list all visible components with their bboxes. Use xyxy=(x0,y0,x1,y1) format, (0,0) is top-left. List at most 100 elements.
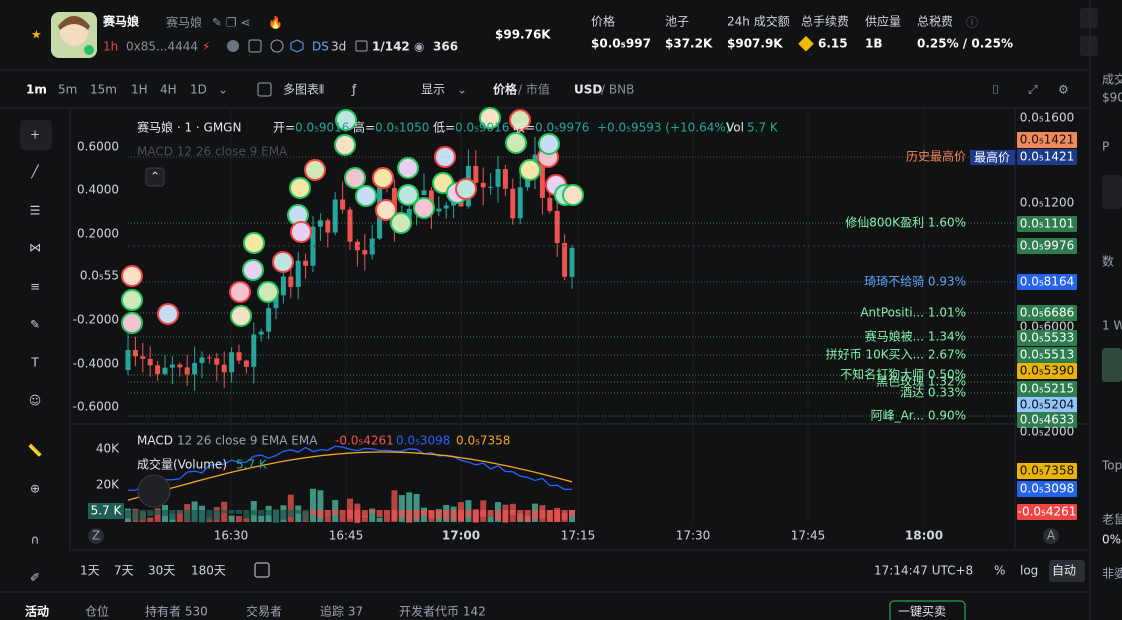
scroll-button[interactable] xyxy=(137,474,171,508)
token-address[interactable]: 0x85...4444 xyxy=(126,40,198,54)
tool-icon[interactable]: ☰ xyxy=(30,204,41,218)
tool-icon[interactable]: ╱ xyxy=(30,164,39,179)
icons[interactable]: ✎ ❐ ⋖ xyxy=(212,16,251,30)
tab[interactable]: 开发者代币 142 xyxy=(399,604,486,619)
trader-avatar[interactable] xyxy=(344,167,366,189)
tab[interactable]: 活动 xyxy=(25,604,49,619)
quote-toggle[interactable]: USD xyxy=(574,83,602,97)
trader-avatar[interactable] xyxy=(230,305,252,327)
ohlc-label: 开= xyxy=(273,121,295,135)
interval[interactable]: 15m xyxy=(90,83,117,97)
settings-icon[interactable]: ⚙ xyxy=(1058,83,1069,97)
multi-chart[interactable]: 多图表 xyxy=(283,83,319,97)
range[interactable]: 7天 xyxy=(114,564,134,578)
range[interactable]: 1天 xyxy=(80,564,100,578)
trader-avatar[interactable] xyxy=(229,281,251,303)
mcap-toggle[interactable]: / 市值 xyxy=(518,82,550,97)
trader-avatar[interactable] xyxy=(562,184,584,206)
trader-avatar[interactable] xyxy=(509,109,531,131)
tab[interactable]: 持有者 530 xyxy=(145,604,208,619)
alt-quote-toggle[interactable]: / BNB xyxy=(601,83,634,97)
tab[interactable]: 追踪 37 xyxy=(320,604,363,619)
tool-icon[interactable]: ⋈ xyxy=(29,241,41,255)
tool-icon[interactable]: T xyxy=(30,356,39,370)
log-toggle[interactable]: log xyxy=(1020,564,1038,578)
trader-avatar[interactable] xyxy=(434,146,456,168)
trader-avatar[interactable] xyxy=(505,132,527,154)
trader-avatar[interactable] xyxy=(242,259,264,281)
icon[interactable] xyxy=(290,39,304,53)
candle-body xyxy=(162,367,168,375)
token-name: 赛马娘 xyxy=(102,14,139,29)
trader-avatar[interactable] xyxy=(272,251,294,273)
trader-avatar[interactable] xyxy=(390,212,412,234)
trader-avatar[interactable] xyxy=(121,265,143,287)
tool-icon[interactable]: ✎ xyxy=(30,318,40,332)
icon[interactable] xyxy=(248,39,262,53)
tool-icon[interactable]: ∩ xyxy=(31,533,40,547)
icon[interactable]: ⚡ xyxy=(202,40,210,54)
price-toggle[interactable]: 价格 xyxy=(493,82,518,97)
calendar-icon[interactable] xyxy=(254,562,270,578)
interval[interactable]: 5m xyxy=(58,83,77,97)
trader-avatar[interactable] xyxy=(397,157,419,179)
toolbar-icon[interactable]: ƒ xyxy=(351,83,357,97)
toolbar-icon[interactable]: ⫴ xyxy=(319,83,324,97)
camera-icon[interactable]: ⌷ xyxy=(992,83,999,97)
trader-avatar[interactable] xyxy=(397,184,419,206)
interval[interactable]: 1m xyxy=(26,83,47,97)
trader-avatar[interactable] xyxy=(289,177,311,199)
display[interactable]: 显示 xyxy=(421,83,445,97)
candle-body xyxy=(317,220,323,227)
tool-active[interactable] xyxy=(20,120,52,150)
interval[interactable]: 4H xyxy=(160,83,177,97)
expand-icon[interactable]: ⤢ xyxy=(1027,83,1038,97)
dropdown[interactable]: ⌄ xyxy=(218,83,228,97)
trader-avatar[interactable] xyxy=(413,197,435,219)
trader-avatar[interactable] xyxy=(304,159,326,181)
trader-avatar[interactable] xyxy=(121,289,143,311)
range[interactable]: 180天 xyxy=(191,564,226,578)
icon[interactable] xyxy=(270,39,284,53)
interval[interactable]: 1D xyxy=(190,83,207,97)
tool-icon[interactable]: ⊕ xyxy=(30,482,40,496)
percent-toggle[interactable]: % xyxy=(994,564,1005,578)
trader-avatar[interactable] xyxy=(290,221,312,243)
trader-avatar[interactable] xyxy=(335,109,357,131)
trader-avatar[interactable] xyxy=(375,199,397,221)
trader-avatar[interactable] xyxy=(121,312,143,334)
auto-toggle[interactable]: 自动 xyxy=(1052,564,1076,578)
tool-icon[interactable]: ✐ xyxy=(30,571,40,585)
tool-icon[interactable]: + xyxy=(30,128,40,142)
favorite-star[interactable]: ★ xyxy=(31,28,42,42)
trader-avatar[interactable] xyxy=(519,159,541,181)
candle-body xyxy=(147,358,153,366)
collapse-button[interactable] xyxy=(1080,8,1098,28)
interval[interactable]: 1H xyxy=(131,83,148,97)
dropdown[interactable]: ⌄ xyxy=(457,83,467,97)
tab[interactable]: 交易者 xyxy=(246,604,282,619)
macd-hist xyxy=(295,510,302,514)
trader-avatar[interactable] xyxy=(479,107,501,129)
info-icon[interactable]: ⓘ xyxy=(966,16,978,30)
trader-avatar[interactable] xyxy=(372,167,394,189)
quick-trade[interactable]: 一键买卖 xyxy=(898,605,946,619)
settings-button[interactable] xyxy=(1080,36,1098,56)
collapse-legend[interactable] xyxy=(145,167,165,187)
trader-avatar[interactable] xyxy=(455,178,477,200)
icon[interactable] xyxy=(227,40,239,52)
tool-icon[interactable]: ≡ xyxy=(30,280,40,294)
quick-trade-button[interactable] xyxy=(889,600,966,620)
checkbox[interactable] xyxy=(257,82,272,97)
trader-avatar[interactable] xyxy=(334,134,356,156)
trader-avatar[interactable] xyxy=(355,185,377,207)
trader-avatar[interactable] xyxy=(157,303,179,325)
trader-avatar[interactable] xyxy=(243,232,265,254)
auto-button-bg[interactable] xyxy=(1049,560,1085,582)
tool-icon[interactable]: 📏 xyxy=(28,444,43,458)
tab[interactable]: 仓位 xyxy=(85,604,109,619)
trader-avatar[interactable] xyxy=(538,133,560,155)
trader-avatar[interactable] xyxy=(257,281,279,303)
range[interactable]: 30天 xyxy=(148,564,175,578)
tool-icon[interactable]: ☺ xyxy=(29,394,42,408)
